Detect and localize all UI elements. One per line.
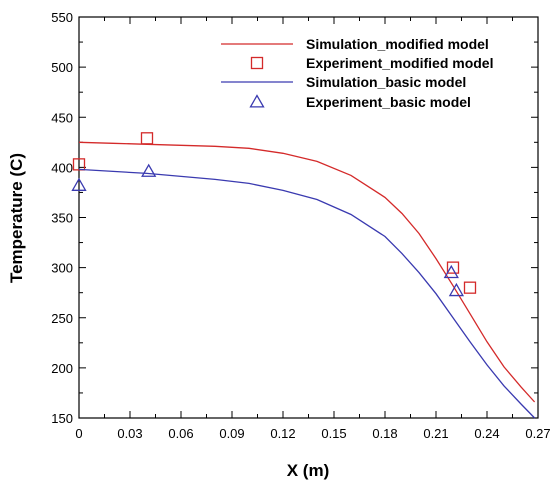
y-tick-label: 450 <box>51 110 73 125</box>
series-4 <box>71 163 465 297</box>
x-tick-label: 0.03 <box>117 426 142 441</box>
series-1 <box>78 141 536 403</box>
legend-label: Experiment_modified model <box>306 55 493 71</box>
legend: Simulation_modified model Experiment_modi… <box>221 36 493 110</box>
x-tick-label: 0.06 <box>168 426 193 441</box>
legend-square-swatch <box>250 56 264 70</box>
legend-label: Simulation_basic model <box>306 74 466 90</box>
series-layer <box>71 132 536 419</box>
y-axis-title: Temperature (C) <box>7 153 26 283</box>
x-tick-label: 0.12 <box>270 426 295 441</box>
square-marker <box>140 132 154 145</box>
y-tick-label: 400 <box>51 160 73 175</box>
y-tick-label: 150 <box>51 411 73 426</box>
y-tick-label: 250 <box>51 311 73 326</box>
x-tick-label: 0.21 <box>423 426 448 441</box>
square-marker <box>446 261 460 274</box>
x-tick-label: 0.15 <box>321 426 346 441</box>
x-tick-label: 0 <box>75 426 82 441</box>
y-axis: 150 200 250 300 350 400 450 500 550 <box>51 10 538 426</box>
x-tick-label: 0.24 <box>474 426 499 441</box>
x-axis-title: X (m) <box>287 461 330 480</box>
x-tick-label: 0.18 <box>372 426 397 441</box>
legend-label: Simulation_modified model <box>306 36 489 52</box>
series-line <box>78 141 536 403</box>
series-line <box>78 168 536 419</box>
y-tick-label: 550 <box>51 10 73 25</box>
x-tick-label: 0.27 <box>525 426 550 441</box>
y-tick-label: 500 <box>51 60 73 75</box>
series-3 <box>78 168 536 419</box>
x-tick-label: 0.09 <box>219 426 244 441</box>
y-tick-label: 350 <box>51 211 73 226</box>
x-axis: 0 0.03 0.06 0.09 0.12 0.15 0.18 0.21 0.24 0.27 <box>75 17 550 441</box>
legend-label: Experiment_basic model <box>306 94 471 110</box>
triangle-marker <box>141 163 157 177</box>
y-tick-label: 200 <box>51 361 73 376</box>
legend-triangle-swatch <box>249 94 265 108</box>
triangle-marker <box>443 264 459 279</box>
square-marker <box>463 281 477 294</box>
triangle-marker <box>71 177 87 191</box>
y-tick-label: 300 <box>51 261 73 276</box>
triangle-marker <box>448 282 465 297</box>
